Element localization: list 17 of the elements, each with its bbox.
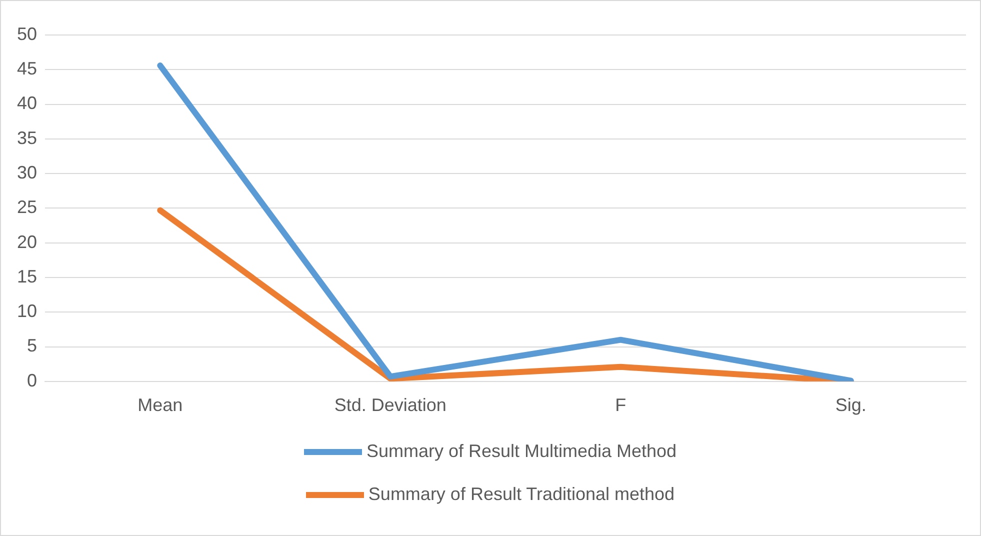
y-tick-label: 20 [16,232,38,252]
y-tick-label: 10 [16,301,38,322]
y-tick-label: 50 [16,24,38,44]
y-tick-label: 25 [16,197,38,218]
y-tick-label: 40 [16,93,38,114]
x-tick-label: Std. Deviation [334,395,446,416]
legend-label: Summary of Result Multimedia Method [366,441,677,462]
x-tick-label: Mean [138,395,183,416]
y-tick-label: 35 [16,128,38,148]
legend-label: Summary of Result Traditional method [368,484,675,505]
x-tick-label: F [615,395,626,416]
y-tick-label: 15 [16,266,38,286]
x-tick-label: Sig. [835,395,866,416]
y-tick-label: 45 [16,58,38,79]
y-tick-label: 0 [27,370,38,390]
y-tick-label: 5 [27,336,38,356]
y-tick-label: 30 [16,162,38,183]
